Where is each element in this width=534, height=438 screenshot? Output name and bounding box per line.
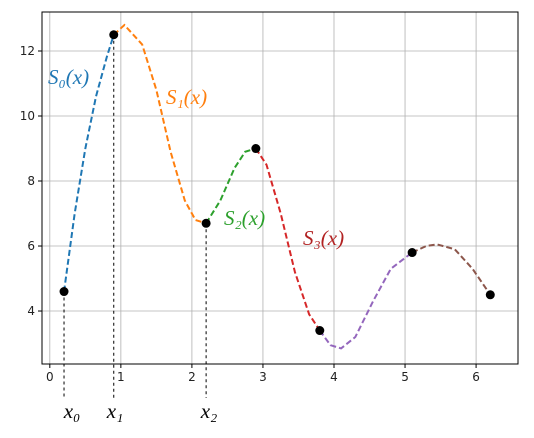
y-tick-label: 6 [27,239,35,253]
data-point [407,248,417,258]
y-tick-label: 10 [20,109,35,123]
spline-segment [411,243,492,296]
spline-segment [255,147,321,332]
annotation: S₀(x) [48,65,89,89]
knot-label: x₂ [200,399,218,423]
x-tick-label: 6 [472,370,480,384]
data-point [485,290,495,300]
y-tick-label: 12 [20,44,35,58]
y-tick-label: 8 [27,174,35,188]
x-tick-label: 1 [117,370,125,384]
y-tick-label: 4 [27,304,35,318]
spline-segment [63,34,115,292]
x-tick-label: 5 [401,370,409,384]
x-tick-label: 0 [46,370,54,384]
spline-segment [318,251,413,350]
annotation: S₂(x) [224,206,265,230]
knot-label: x₀ [63,399,81,423]
x-tick-label: 2 [188,370,196,384]
data-point [315,326,325,336]
data-point [109,30,119,40]
spline-segment [205,147,257,224]
annotation: S₃(x) [303,226,344,250]
x-tick-label: 3 [259,370,267,384]
data-point [251,144,261,154]
data-point [59,287,69,297]
x-tick-label: 4 [330,370,338,384]
plot-frame [41,11,519,365]
knot-label: x₁ [106,399,124,423]
annotation: S₁(x) [166,85,207,109]
spline-segment [113,23,207,225]
data-point [201,218,211,228]
